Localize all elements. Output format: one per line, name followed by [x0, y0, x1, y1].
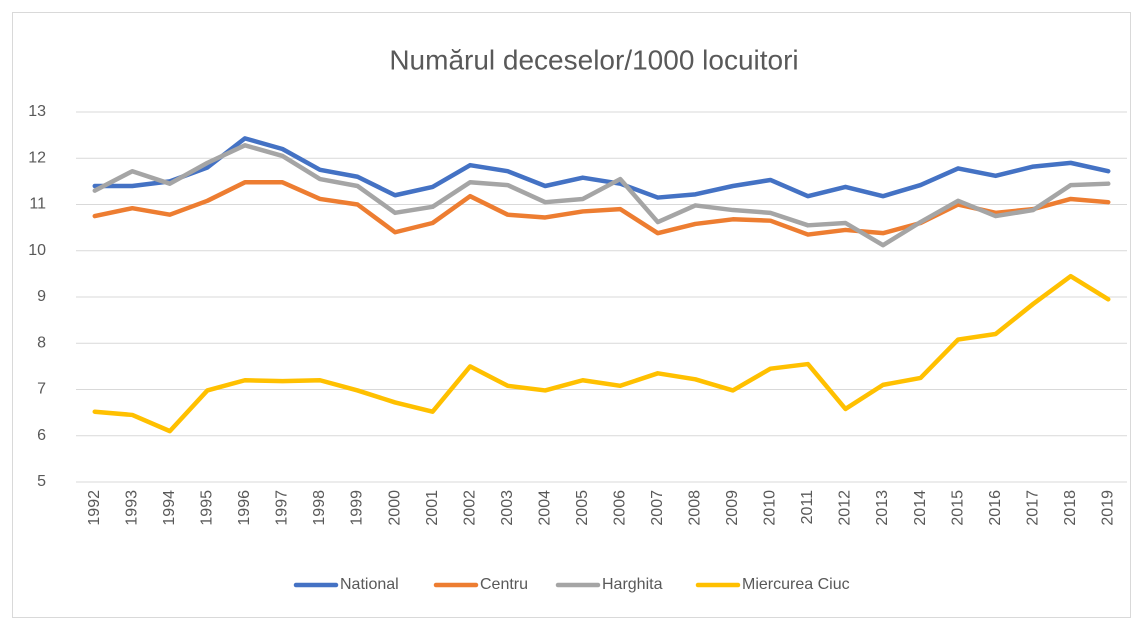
x-tick-label: 2018 — [1062, 490, 1079, 526]
x-tick-label: 2007 — [649, 490, 666, 526]
chart-border — [12, 12, 1131, 618]
x-tick-label: 2015 — [949, 490, 966, 526]
x-tick-label: 2013 — [874, 490, 891, 526]
x-tick-label: 1998 — [311, 490, 328, 526]
series-line — [92, 143, 1111, 248]
chart-title: Numărul deceselor/1000 locuitori — [389, 44, 798, 75]
y-tick-label: 8 — [37, 334, 46, 351]
y-tick-label: 12 — [28, 149, 46, 166]
x-tick-label: 2008 — [687, 490, 704, 526]
legend-label: Miercurea Ciuc — [742, 576, 850, 593]
y-tick-label: 13 — [28, 103, 46, 120]
x-tick-label: 2009 — [724, 490, 741, 526]
y-tick-label: 5 — [37, 473, 46, 490]
x-tick-label: 2014 — [912, 490, 929, 526]
x-tick-label: 2004 — [536, 490, 553, 526]
series-line — [92, 273, 1111, 434]
x-tick-label: 1996 — [236, 490, 253, 526]
x-tick-label: 1995 — [199, 490, 216, 526]
x-tick-label: 2016 — [987, 490, 1004, 526]
x-tick-label: 1994 — [161, 490, 178, 526]
x-tick-label: 2002 — [461, 490, 478, 526]
x-tick-label: 2001 — [424, 490, 441, 526]
x-tick-label: 1999 — [349, 490, 366, 526]
legend-label: National — [340, 576, 399, 593]
y-tick-label: 7 — [37, 381, 46, 398]
legend-label: Centru — [480, 576, 528, 593]
x-tick-label: 2003 — [499, 490, 516, 526]
y-tick-label: 9 — [37, 288, 46, 305]
legend-label: Harghita — [602, 576, 663, 593]
x-tick-label: 2005 — [574, 490, 591, 526]
x-tick-label: 2019 — [1099, 490, 1116, 526]
x-tick-label: 1997 — [274, 490, 291, 526]
series-line — [92, 136, 1111, 200]
x-tick-label: 2012 — [837, 490, 854, 526]
y-tick-label: 6 — [37, 427, 46, 444]
x-tick-label: 2010 — [762, 490, 779, 526]
x-tick-label: 2000 — [386, 490, 403, 526]
y-tick-label: 10 — [28, 242, 46, 259]
x-tick-label: 2011 — [799, 490, 816, 525]
x-tick-label: 1993 — [124, 490, 141, 526]
x-tick-label: 2017 — [1024, 490, 1041, 526]
x-tick-label: 2006 — [611, 490, 628, 526]
x-tick-label: 1992 — [86, 490, 103, 526]
y-tick-label: 11 — [29, 196, 46, 213]
